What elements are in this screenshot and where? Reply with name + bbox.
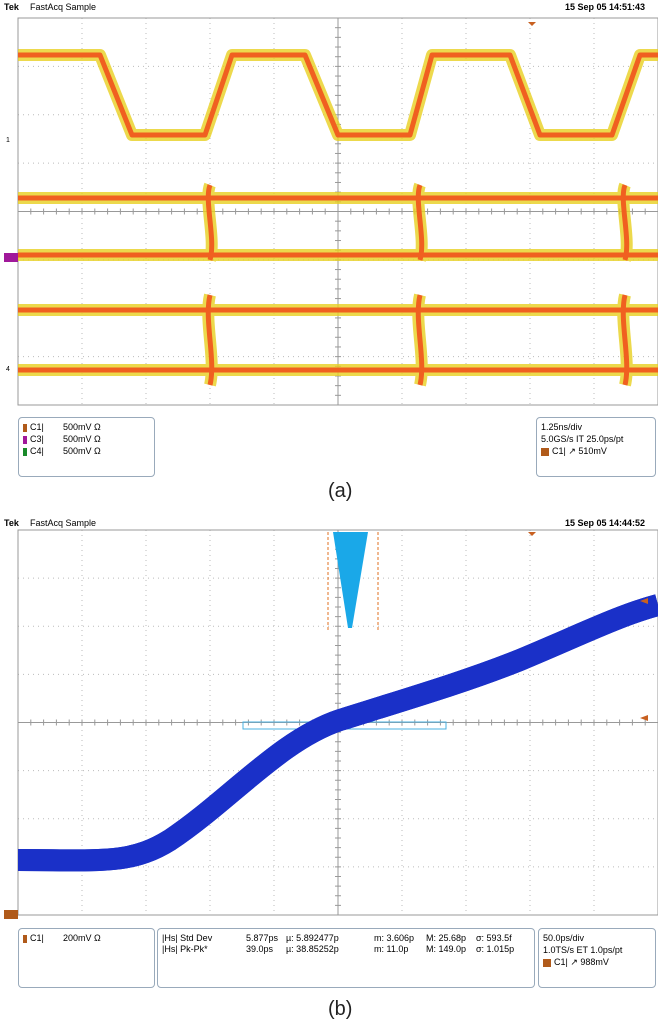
measurement: 39.0ps — [246, 944, 273, 954]
measurement: |Hs| Std Dev — [162, 933, 212, 943]
trigger-source: C1| — [552, 446, 566, 456]
trigger-level: ↗ 988mV — [570, 957, 609, 967]
measurement: M: 25.68p — [426, 933, 466, 943]
trigger-source: C1| — [554, 957, 568, 967]
measurement: |Hs| Pk-Pk* — [162, 944, 208, 954]
measurement: m: 11.0p — [374, 944, 408, 954]
caption: (b) — [328, 998, 352, 1021]
measurement-box: |Hs| Std Dev 5.877ps µ: 5.892477p m: 3.606p… — [157, 928, 535, 988]
sample-rate: 5.0GS/s IT 25.0ps/pt — [541, 434, 623, 444]
settings-box: 50.0ps/div 1.0TS/s ET 1.0ps/pt C1| ↗ 988… — [538, 928, 656, 988]
scale: 500mV Ω — [63, 446, 101, 456]
scale: 500mV Ω — [63, 434, 101, 444]
caption: (a) — [328, 480, 352, 503]
marker: 4 — [6, 366, 10, 373]
sample-rate: 1.0TS/s ET 1.0ps/pt — [543, 945, 622, 955]
channel-box: C1| 200mV Ω — [18, 928, 155, 988]
time-base: 50.0ps/div — [543, 933, 584, 943]
channel: C3| — [30, 434, 44, 444]
measurement: 5.877ps — [246, 933, 278, 943]
measurement: m: 3.606p — [374, 933, 414, 943]
measurement: µ: 38.85252p — [286, 944, 339, 954]
scale: 200mV Ω — [63, 933, 101, 943]
screen-a — [0, 0, 658, 410]
measurement: σ: 593.5f — [476, 933, 512, 943]
measurement: σ: 1.015p — [476, 944, 514, 954]
marker: 1 — [6, 137, 10, 144]
settings-box: 1.25ns/div 5.0GS/s IT 25.0ps/pt C1| ↗ 51… — [536, 417, 656, 477]
scale: 500mV Ω — [63, 422, 101, 432]
time-base: 1.25ns/div — [541, 422, 582, 432]
measurement: µ: 5.892477p — [286, 933, 339, 943]
trigger-level: ↗ 510mV — [568, 446, 607, 456]
channel-box: C1| 500mV Ω C3| 500mV Ω C4| 500mV Ω — [18, 417, 155, 477]
page: {"panels":[ {"header":{"brand":"Tek","mo… — [0, 0, 658, 1030]
screen-b — [0, 520, 658, 920]
channel: C4| — [30, 446, 44, 456]
channel: C1| — [30, 422, 44, 432]
measurement: M: 149.0p — [426, 944, 466, 954]
channel: C1| — [30, 933, 44, 943]
